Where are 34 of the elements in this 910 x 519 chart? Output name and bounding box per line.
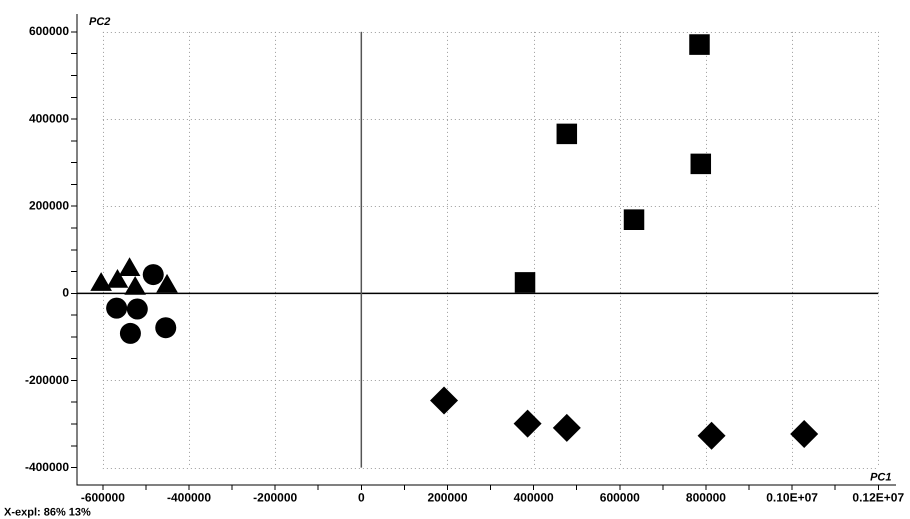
x-tick-label: 200000	[427, 490, 468, 505]
point	[698, 422, 726, 450]
point	[689, 34, 710, 55]
point	[514, 410, 542, 438]
point	[690, 154, 712, 174]
y-tick-label: 0	[62, 286, 70, 300]
point	[430, 386, 458, 414]
x-tick-label: -400000	[166, 490, 212, 505]
point	[155, 317, 176, 338]
x-tick-label: 0.12E+07	[852, 490, 904, 505]
y-tick-label: 200000	[28, 198, 70, 212]
point	[126, 298, 148, 320]
y-tick-label: -400000	[24, 460, 70, 474]
text: X-expl: 86% 13%	[4, 506, 92, 519]
x-axis-title: PC1	[870, 472, 892, 484]
y-tick-label: 400000	[28, 111, 70, 126]
x-tick-label: 800000	[686, 490, 726, 505]
point	[624, 209, 644, 230]
y-axis-title: PC2	[89, 16, 110, 28]
x-tick-label: 400000	[514, 490, 554, 505]
point	[556, 124, 578, 144]
x-tick-label: 0	[358, 490, 365, 505]
point	[120, 322, 141, 344]
x-tick-label: 0.10E+07	[766, 490, 818, 505]
point	[142, 264, 164, 286]
x-tick-label: -200000	[253, 490, 298, 505]
x-tick-label: 600000	[600, 490, 640, 505]
point	[552, 414, 581, 442]
y-tick-label: -200000	[24, 372, 70, 387]
y-tick-label: 600000	[28, 24, 70, 38]
point	[514, 272, 536, 293]
point	[790, 420, 818, 448]
x-tick-label: -600000	[80, 490, 126, 505]
point	[106, 298, 128, 319]
